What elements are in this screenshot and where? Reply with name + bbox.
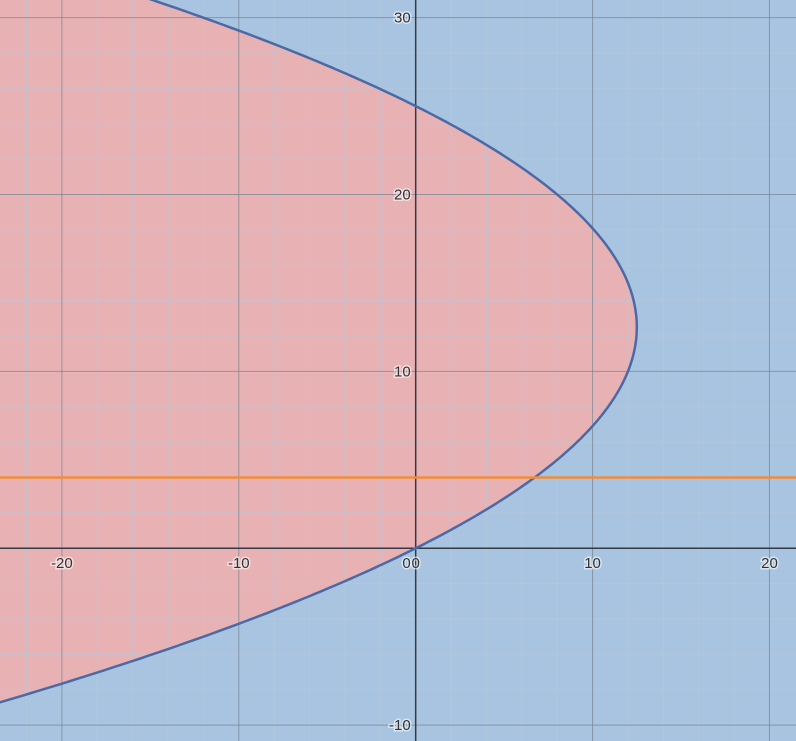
tick-labels: -20 -10 0 10 20 -10 10 20 30 0 (50, 8, 780, 735)
parabola-inside-region (0, 0, 637, 703)
y-tick-label: 30 (394, 10, 411, 27)
x-tick-label: -10 (228, 555, 250, 572)
parabola-curve (0, 0, 639, 704)
y-tick-label: 20 (394, 187, 411, 204)
y-tick-label: -10 (389, 717, 411, 734)
y-tick-label: 10 (394, 363, 411, 380)
x-tick-label: 10 (584, 555, 601, 572)
x-tick-label: 20 (761, 555, 778, 572)
x-tick-label: -20 (51, 555, 73, 572)
origin-label: 0 (402, 555, 410, 572)
x-tick-label: 0 (412, 555, 420, 572)
